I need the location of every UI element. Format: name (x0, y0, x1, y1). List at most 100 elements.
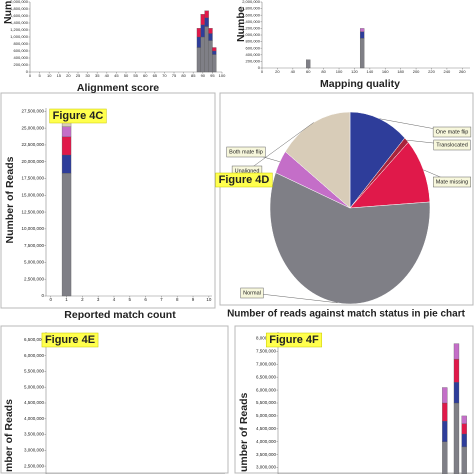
bar-segment (61, 136, 72, 156)
pie-slice (349, 141, 431, 209)
x-tick-label: 8 (176, 297, 179, 302)
bar-segment (461, 415, 467, 424)
x-tick-label: 95 (210, 73, 215, 78)
y-tick-label: 1,000,000 (242, 32, 261, 37)
y-tick-label: 3,000,000 (24, 448, 45, 453)
y-tick-label: 1,800,000 (10, 6, 29, 11)
figure-label-box (215, 172, 273, 188)
bar-segment (359, 31, 365, 39)
y-tick-label: 5,000,000 (256, 413, 277, 418)
x-tick-label: 180 (397, 69, 404, 74)
bar-segment (359, 28, 365, 32)
x-tick-label: 50 (124, 73, 129, 78)
leader-line (246, 122, 314, 172)
panel-4f (234, 325, 474, 474)
x-tick-label: 60 (143, 73, 148, 78)
x-tick-label: 60 (306, 69, 311, 74)
figure-label-box (41, 332, 99, 348)
y-tick-label: 400,000 (246, 52, 261, 57)
x-tick-label: 80 (321, 69, 326, 74)
y-tick-label: 2,000,000 (242, 0, 261, 4)
x-axis-label: Reported match count (64, 309, 176, 321)
x-axis-label: Alignment score (77, 82, 159, 94)
slice-label-box (240, 287, 264, 299)
y-tick-label: 1,200,000 (10, 27, 29, 32)
pie-slice (269, 172, 431, 305)
y-tick-label: 5,000,000 (24, 384, 45, 389)
bar-segment (461, 446, 467, 474)
x-tick-label: 6 (144, 297, 147, 302)
x-tick-label: 2 (81, 297, 84, 302)
slice-label: Unaligned (235, 168, 260, 174)
bar-segment (442, 387, 448, 404)
leader-line (251, 292, 338, 304)
y-tick-label: 5,500,000 (256, 400, 277, 405)
bar-segment (359, 38, 365, 69)
bar-segment (306, 59, 311, 69)
x-tick-label: 220 (428, 69, 435, 74)
y-tick-label: 27,500,000 (21, 109, 44, 114)
x-tick-label: 260 (459, 69, 466, 74)
x-tick-label: 9 (192, 297, 195, 302)
y-tick-label: 800,000 (14, 41, 29, 46)
panel-4e (0, 325, 229, 474)
x-tick-label: 35 (95, 73, 100, 78)
x-tick-label: 160 (382, 69, 389, 74)
bar-segment (208, 40, 213, 73)
x-tick-label: 3 (97, 297, 100, 302)
bar-segment (208, 33, 213, 41)
pie-slice (349, 111, 406, 209)
bar-segment (212, 50, 217, 55)
bar-segment (196, 36, 202, 48)
bar-segment (212, 47, 217, 52)
figure-label: Figure 4C (53, 110, 104, 122)
axis-line (29, 2, 222, 73)
y-tick-label: 20,000,000 (21, 159, 44, 164)
bar-segment (200, 14, 205, 25)
slice-label-box (433, 139, 471, 151)
y-tick-label: 1,400,000 (10, 20, 29, 25)
x-tick-label: 5 (38, 73, 41, 78)
x-tick-label: 90 (201, 73, 206, 78)
slice-label-box (433, 176, 471, 188)
bar-segment (212, 54, 217, 73)
y-tick-label: 4,500,000 (256, 426, 277, 431)
y-tick-label: 12,500,000 (21, 209, 44, 214)
bar-segment (61, 172, 72, 297)
figure-label: Figure 4D (219, 174, 270, 186)
y-tick-label: 15,000,000 (21, 192, 44, 197)
y-tick-label: 6,500,000 (24, 337, 45, 342)
y-tick-label: 4,500,000 (24, 400, 45, 405)
y-tick-label: 1,600,000 (10, 13, 29, 18)
bar-segment (196, 47, 202, 73)
bar-segment (204, 26, 209, 73)
slice-label: Normal (243, 290, 261, 296)
x-tick-label: 100 (219, 73, 226, 78)
axis-line (45, 108, 212, 297)
slice-label-box (432, 126, 472, 138)
bar-segment (453, 382, 460, 404)
x-tick-label: 0 (261, 69, 264, 74)
y-tick-label: 3,000,000 (256, 465, 277, 470)
axis-line (277, 332, 472, 474)
y-tick-label: 22,500,000 (21, 142, 44, 147)
panel-4d (219, 92, 474, 306)
slice-label: One mate flip (436, 129, 469, 135)
axis-line (261, 2, 470, 69)
y-tick-label: 4,000,000 (24, 416, 45, 421)
x-tick-label: 40 (105, 73, 110, 78)
x-tick-label: 240 (444, 69, 451, 74)
x-tick-label: 5 (129, 297, 132, 302)
x-tick-label: 80 (181, 73, 186, 78)
y-axis-label: umber of Reads (238, 392, 250, 472)
y-tick-label: 2,000,000 (10, 0, 29, 4)
y-tick-label: 0 (41, 293, 44, 298)
bar-segment (61, 154, 72, 174)
y-tick-label: 7,500,000 (24, 243, 45, 248)
x-tick-label: 15 (57, 73, 62, 78)
y-tick-label: 2,500,000 (24, 463, 45, 468)
y-tick-label: 25,000,000 (21, 125, 44, 130)
y-tick-label: 3,500,000 (24, 432, 45, 437)
bar-segment (204, 17, 209, 27)
